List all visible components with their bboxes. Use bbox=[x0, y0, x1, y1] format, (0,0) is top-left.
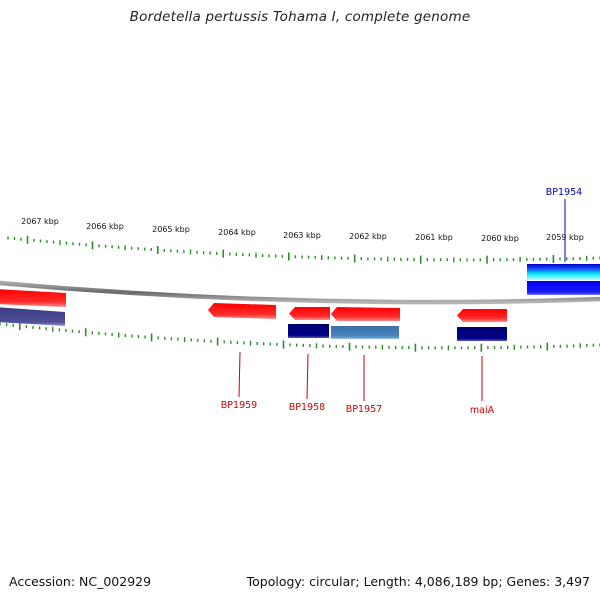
gene-BP1958-feature[interactable] bbox=[289, 307, 330, 320]
gene-feature[interactable] bbox=[457, 327, 507, 341]
gene-feature[interactable] bbox=[0, 307, 65, 326]
ruler-labels: 2067 kbp 2066 kbp 2065 kbp 2064 kbp 2063… bbox=[21, 217, 584, 243]
ruler-label: 2061 kbp bbox=[415, 233, 453, 242]
gene-label-BP1954[interactable]: BP1954 bbox=[546, 187, 582, 198]
label-leaders bbox=[238, 199, 566, 401]
gene-BP1954-feature[interactable] bbox=[527, 264, 600, 280]
ruler-label: 2060 kbp bbox=[481, 234, 519, 243]
gene-feature[interactable] bbox=[331, 326, 399, 339]
leader-line bbox=[306, 353, 309, 400]
gene-feature[interactable] bbox=[527, 281, 600, 295]
page-title: Bordetella pertussis Tohama I, complete … bbox=[129, 9, 471, 25]
ruler-label: 2067 kbp bbox=[21, 217, 59, 226]
gene-label-BP1957[interactable]: BP1957 bbox=[346, 404, 382, 415]
inner-ruler-ticks bbox=[0, 322, 600, 352]
ruler-label: 2065 kbp bbox=[152, 225, 190, 234]
ruler-label: 2062 kbp bbox=[349, 232, 387, 241]
ruler-label: 2066 kbp bbox=[86, 222, 124, 231]
gene-BP1957-feature[interactable] bbox=[331, 307, 400, 321]
outer-ruler-ticks bbox=[7, 235, 600, 264]
gene-label-BP1958[interactable]: BP1958 bbox=[289, 402, 325, 413]
gene-feature[interactable] bbox=[288, 324, 329, 338]
gene-feature[interactable] bbox=[0, 289, 66, 307]
gene-label-maiA[interactable]: maiA bbox=[470, 405, 495, 416]
gene-BP1959-feature[interactable] bbox=[208, 303, 276, 319]
leader-line bbox=[238, 351, 241, 398]
ruler-label: 2064 kbp bbox=[218, 228, 256, 237]
gene-maiA-feature[interactable] bbox=[457, 309, 507, 322]
genome-backbone bbox=[0, 280, 600, 305]
accession-text: Accession: NC_002929 bbox=[9, 574, 152, 589]
topology-text: Topology: circular; Length: 4,086,189 bp… bbox=[246, 574, 590, 589]
gene-label-BP1959[interactable]: BP1959 bbox=[221, 400, 257, 411]
ruler-label: 2063 kbp bbox=[283, 231, 321, 240]
